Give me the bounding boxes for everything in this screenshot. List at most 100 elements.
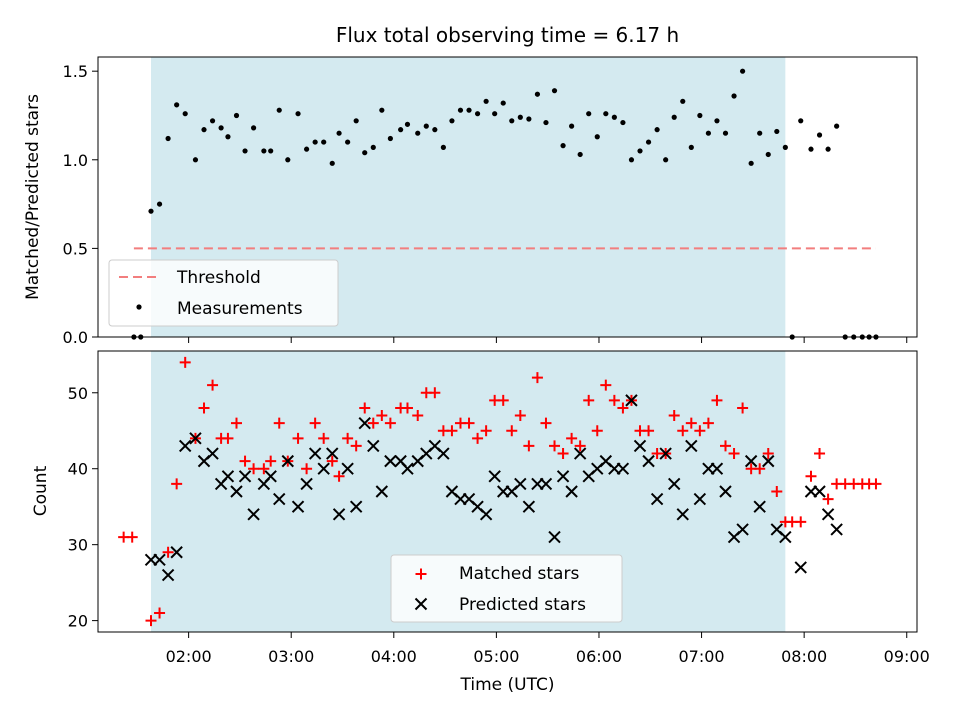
measurement-point	[156, 201, 163, 207]
matched-star-point	[376, 410, 388, 422]
matched-star-point	[446, 425, 458, 437]
matched-star-point	[367, 417, 379, 429]
measurement-point	[233, 112, 240, 119]
measurement-point	[526, 116, 532, 122]
predicted-star-point	[291, 500, 305, 513]
legend-measurements-swatch	[136, 304, 142, 310]
measurement-point	[688, 144, 694, 150]
predicted-star-point	[375, 485, 389, 498]
measurement-point	[551, 88, 558, 94]
top-legend: Threshold Measurements	[108, 259, 339, 327]
matched-star-point	[145, 615, 157, 627]
predicted-star-point	[161, 568, 175, 582]
predicted-star-point	[685, 439, 698, 453]
measurement-point	[739, 68, 746, 74]
predicted-star-point	[719, 485, 732, 498]
matched-star-point	[326, 455, 338, 467]
measurement-point	[336, 130, 342, 136]
predicted-star-point	[358, 416, 371, 430]
measurement-point	[483, 98, 489, 104]
measurement-point	[731, 93, 737, 99]
y-tick-label: 0.5	[63, 239, 88, 258]
matched-star-point	[557, 448, 569, 460]
predicted-star-point	[221, 470, 235, 483]
plus-marker-icon	[415, 568, 427, 580]
x-tick-label: 04:00	[371, 647, 417, 666]
legend-matched-swatch	[415, 568, 427, 580]
matched-star-point	[154, 607, 166, 619]
measurement-point	[449, 118, 455, 124]
predicted-star-point	[264, 470, 277, 483]
matched-star-point	[309, 417, 321, 429]
bottom-plot-frame	[97, 350, 918, 633]
measurement-point	[517, 114, 523, 120]
x-tick-label: 05:00	[473, 647, 519, 666]
predicted-star-point	[384, 454, 397, 468]
predicted-star-point	[349, 500, 363, 513]
predicted-star-point	[616, 462, 630, 475]
measurement-point	[345, 139, 351, 145]
matched-star-point	[702, 417, 714, 429]
matched-star-point	[754, 463, 766, 475]
measurement-point	[825, 146, 831, 152]
legend-matched-label: Matched stars	[459, 564, 579, 584]
matched-star-point	[762, 448, 774, 460]
x-axis-label: Time (UTC)	[460, 675, 555, 695]
matched-star-point	[566, 432, 578, 444]
x-tick-label: 06:00	[576, 647, 622, 666]
bottom-y-axis-label: Count	[31, 465, 51, 516]
top-plot-frame	[97, 56, 918, 338]
top-x-ticks	[188, 337, 908, 343]
matched-star-point	[401, 402, 413, 414]
y-tick-label: 20	[68, 612, 88, 631]
matched-star-point	[523, 440, 535, 452]
measurement-point	[242, 148, 248, 154]
matched-star-point	[694, 425, 706, 437]
measurement-point	[466, 107, 472, 113]
measurement-point	[645, 139, 652, 145]
measurement-point	[432, 127, 438, 133]
measurement-point	[312, 139, 318, 145]
y-tick-label: 30	[68, 536, 88, 555]
measurement-point	[261, 148, 267, 154]
matched-star-point	[171, 478, 183, 490]
matched-star-point	[350, 440, 362, 452]
measurement-point	[321, 139, 327, 145]
bottom-legend: Matched stars Predicted stars	[390, 554, 623, 623]
predicted-star-point	[281, 454, 294, 468]
predicted-star-point	[178, 439, 192, 453]
predicted-star-point	[813, 485, 826, 498]
x-tick-label: 09:00	[884, 647, 930, 666]
predicted-star-point	[556, 470, 570, 483]
predicted-star-point	[693, 492, 707, 506]
measurement-point	[225, 134, 231, 140]
predicted-star-point	[300, 477, 313, 491]
measurement-point	[697, 112, 703, 119]
legend-predicted-label: Predicted stars	[459, 595, 586, 615]
measurement-point	[353, 118, 359, 124]
predicted-star-point	[633, 439, 647, 453]
measurement-point	[798, 118, 804, 124]
measurement-point	[680, 98, 686, 104]
predicted-star-point	[488, 470, 501, 483]
measurement-point	[192, 157, 199, 163]
legend-threshold-label: Threshold	[176, 268, 261, 288]
x-tick-label: 07:00	[679, 647, 725, 666]
matched-star-point	[583, 394, 595, 406]
x-tick-label: 02:00	[166, 647, 212, 666]
measurement-point	[637, 148, 643, 154]
matched-star-point	[222, 432, 234, 444]
measurement-point	[543, 119, 549, 126]
predicted-star-point	[821, 508, 835, 521]
matched-star-point	[480, 425, 492, 437]
matched-star-point	[273, 417, 285, 429]
matched-star-point	[506, 425, 518, 437]
measurement-point	[774, 128, 780, 135]
measurement-point	[534, 91, 541, 97]
measurement-point	[663, 157, 669, 163]
predicted-star-point	[479, 508, 493, 521]
measurement-point	[174, 102, 180, 108]
matched-star-point	[822, 493, 834, 505]
